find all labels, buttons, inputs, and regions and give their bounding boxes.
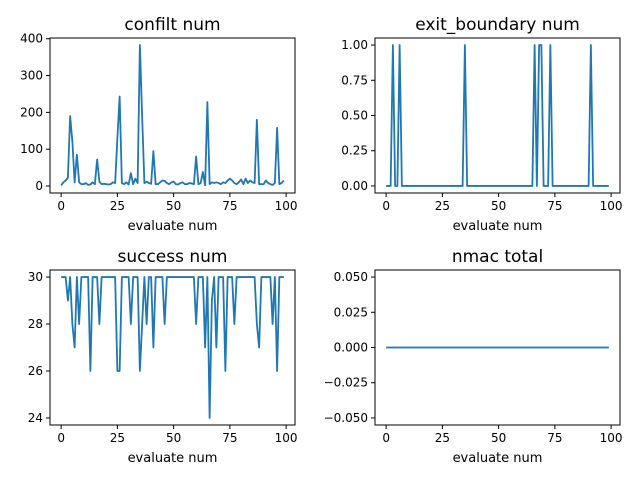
y-tick-label: 0.00	[341, 179, 368, 193]
x-tick-label: 25	[435, 431, 450, 445]
y-tick-label: 400	[20, 32, 43, 46]
series-line	[61, 276, 284, 419]
x-tick-label: 25	[110, 431, 125, 445]
subplot-nmac-total: nmac total evaluate num 0 25 50 75 100 −0.050…	[324, 247, 623, 466]
y-tick-label: 0.025	[334, 305, 368, 319]
y-tick-label: 30	[28, 270, 43, 284]
y-tick-label: −0.050	[324, 411, 368, 425]
y-tick-label: 26	[28, 364, 43, 378]
x-axis-label: evaluate num	[128, 219, 218, 234]
x-tick-label: 75	[547, 431, 562, 445]
plot-frame	[49, 269, 296, 426]
x-tick-label: 0	[382, 431, 390, 445]
plot-title: confilt num	[124, 15, 220, 35]
x-axis-label: evaluate num	[453, 219, 543, 234]
x-tick-label: 75	[222, 199, 237, 213]
y-tick-label: 0	[35, 179, 43, 193]
x-axis-label: evaluate num	[453, 451, 543, 466]
x-tick-label: 50	[166, 431, 181, 445]
x-tick-label: 0	[57, 199, 65, 213]
series-line	[60, 44, 285, 187]
plot-frame	[374, 37, 621, 194]
x-axis-label: evaluate num	[128, 451, 218, 466]
plot-title: exit_boundary num	[415, 15, 580, 35]
y-tick-label: 200	[20, 105, 43, 119]
x-tick-label: 50	[166, 199, 181, 213]
y-tick-label: 1.00	[341, 38, 368, 52]
y-tick-label: 0.000	[334, 341, 368, 355]
y-tick-label: 0.25	[341, 144, 368, 158]
x-tick-label: 100	[600, 431, 623, 445]
y-tick-label: 100	[20, 142, 43, 156]
plot-frame	[49, 37, 296, 194]
y-tick-label: 0.050	[334, 270, 368, 284]
series-line	[386, 44, 609, 187]
x-tick-label: 25	[110, 199, 125, 213]
x-tick-label: 100	[600, 199, 623, 213]
y-tick-label: −0.025	[324, 376, 368, 390]
subplot-exit-boundary-num: exit_boundary num evaluate num 0 25 50 75 10…	[341, 15, 622, 234]
x-tick-label: 25	[435, 199, 450, 213]
plot-title: nmac total	[452, 247, 543, 267]
x-tick-label: 100	[275, 431, 298, 445]
x-tick-label: 50	[491, 199, 506, 213]
plot-title: success num	[117, 247, 227, 267]
subplot-success-num: success num evaluate num 0 25 50 75 100 24 26 2…	[28, 247, 298, 466]
x-tick-label: 75	[547, 199, 562, 213]
y-tick-label: 24	[28, 411, 43, 425]
x-tick-label: 50	[491, 431, 506, 445]
y-tick-label: 300	[20, 69, 43, 83]
y-tick-label: 0.75	[341, 73, 368, 87]
y-tick-label: 0.50	[341, 109, 368, 123]
subplot-confilt-num: confilt num evaluate num 0 25 50 75 100 0 100 2…	[20, 15, 297, 234]
x-tick-label: 100	[275, 199, 298, 213]
y-tick-label: 28	[28, 317, 43, 331]
x-tick-label: 0	[382, 199, 390, 213]
x-tick-label: 75	[222, 431, 237, 445]
x-tick-label: 0	[57, 431, 65, 445]
